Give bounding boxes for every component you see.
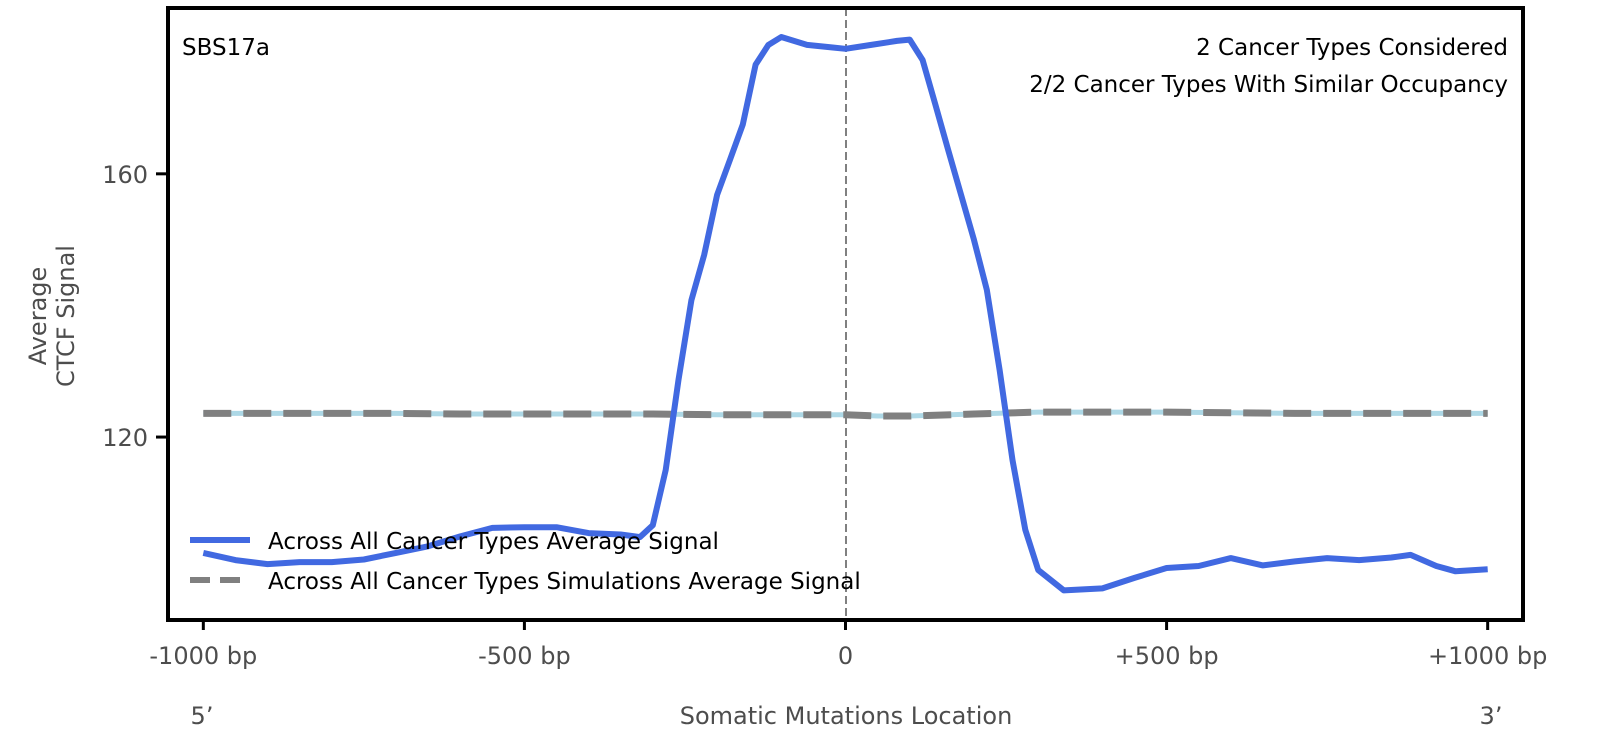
x-end-label-5prime: 5’ xyxy=(191,702,214,730)
simulated-average-line xyxy=(203,408,1488,420)
panel-label: SBS17a xyxy=(182,35,270,61)
y-tick-label: 120 xyxy=(102,424,148,452)
y-axis-label-line2: CTCF Signal xyxy=(52,245,80,387)
x-axis-label: Somatic Mutations Location xyxy=(680,702,1013,730)
series-layer xyxy=(202,34,1488,594)
observed-average-line xyxy=(202,34,1488,594)
x-tick-label: -1000 bp xyxy=(149,642,257,670)
y-tick-label: 160 xyxy=(102,161,148,189)
y-axis-label-line1: Average xyxy=(24,267,52,366)
legend-label-observed: Across All Cancer Types Average Signal xyxy=(268,529,719,555)
x-tick-label: 0 xyxy=(838,642,853,670)
x-tick-label: +1000 bp xyxy=(1428,642,1547,670)
x-tick-label: -500 bp xyxy=(478,642,571,670)
x-end-label-3prime: 3’ xyxy=(1480,702,1503,730)
annotation-1: 2 Cancer Types Considered xyxy=(1196,35,1508,61)
legend: Across All Cancer Types Average Signal A… xyxy=(190,529,861,595)
legend-label-simulated: Across All Cancer Types Simulations Aver… xyxy=(268,569,861,595)
ticks: -1000 bp -500 bp 0 +500 bp +1000 bp 120 160 xyxy=(102,161,1547,670)
x-tick-label: +500 bp xyxy=(1115,642,1219,670)
annotation-2: 2/2 Cancer Types With Similar Occupancy xyxy=(1029,72,1508,98)
